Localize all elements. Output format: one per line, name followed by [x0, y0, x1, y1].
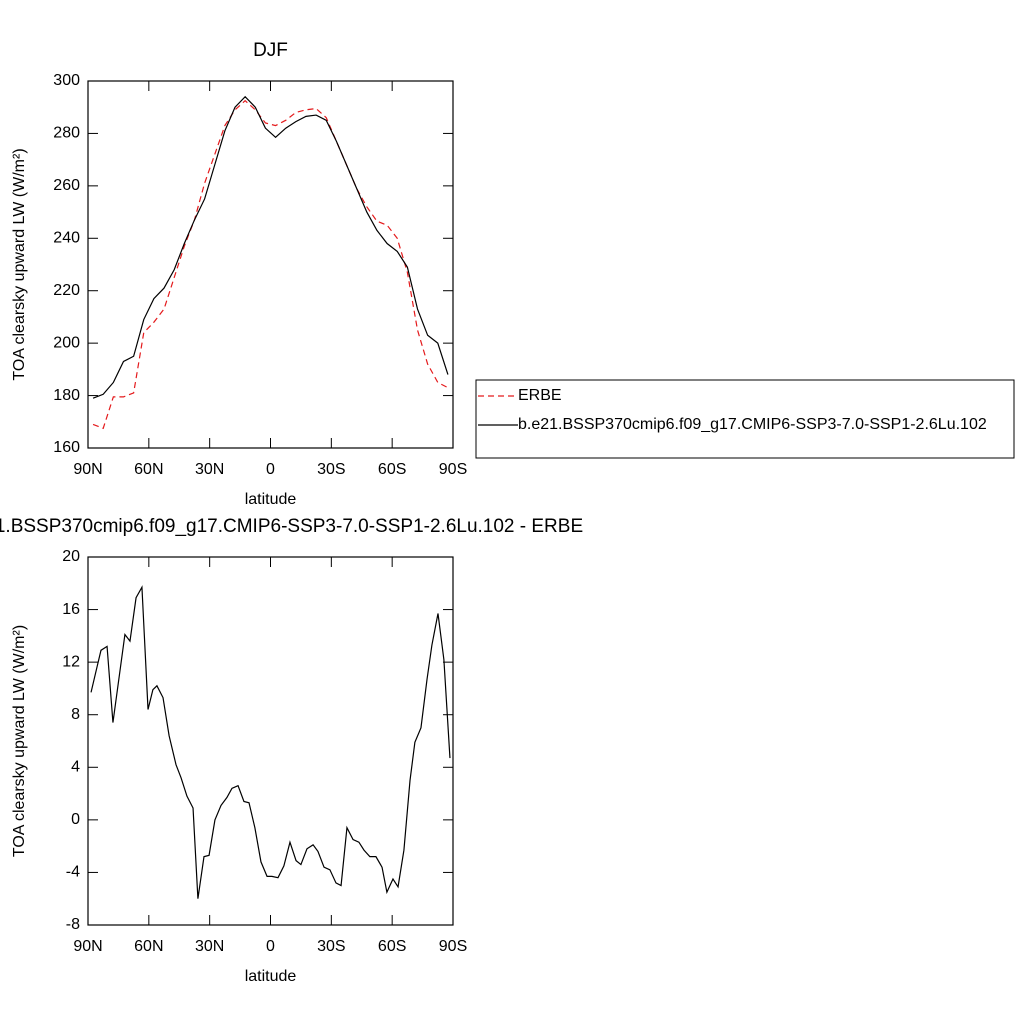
y-tick-label: 300 — [53, 72, 80, 89]
x-tick-label: 60S — [378, 938, 406, 955]
y-tick-label: 16 — [62, 601, 80, 618]
y-tick-label: 12 — [62, 653, 80, 670]
y-tick-label: 280 — [53, 125, 80, 142]
legend-label: ERBE — [518, 387, 562, 404]
x-tick-label: 90N — [73, 938, 102, 955]
y-tick-label: -4 — [66, 864, 80, 881]
legend-label: b.e21.BSSP370cmip6.f09_g17.CMIP6-SSP3-7.… — [518, 416, 987, 433]
y-tick-label: -8 — [66, 916, 80, 933]
y-tick-label: 4 — [71, 759, 80, 776]
y-tick-label: 8 — [71, 706, 80, 723]
y-tick-label: 260 — [53, 177, 80, 194]
x-tick-label: 30S — [317, 461, 345, 478]
y-tick-label: 200 — [53, 334, 80, 351]
x-tick-label: 0 — [266, 938, 275, 955]
x-tick-label: 60N — [134, 461, 163, 478]
y-tick-label: 220 — [53, 282, 80, 299]
y-tick-label: 180 — [53, 387, 80, 404]
x-axis-label: latitude — [245, 491, 297, 508]
x-tick-label: 30S — [317, 938, 345, 955]
y-tick-label: 0 — [71, 811, 80, 828]
data-line — [92, 99, 449, 430]
x-tick-label: 90S — [439, 938, 467, 955]
plot-frame — [87, 80, 454, 449]
data-line — [90, 585, 451, 899]
plot-frame — [87, 556, 454, 926]
y-tick-label: 20 — [62, 548, 80, 565]
data-line — [92, 95, 449, 399]
legend-box — [475, 379, 1015, 459]
x-tick-label: 0 — [266, 461, 275, 478]
x-tick-label: 60N — [134, 938, 163, 955]
x-tick-label: 60S — [378, 461, 406, 478]
x-tick-label: 30N — [195, 461, 224, 478]
x-tick-label: 90N — [73, 461, 102, 478]
x-tick-label: 90S — [439, 461, 467, 478]
x-axis-label: latitude — [245, 968, 297, 985]
y-tick-label: 240 — [53, 230, 80, 247]
chart-title: DJF — [253, 40, 288, 61]
y-axis-label: TOA clearsky upward LW (W/m²) — [11, 625, 28, 857]
x-tick-label: 30N — [195, 938, 224, 955]
y-axis-label: TOA clearsky upward LW (W/m²) — [11, 148, 28, 380]
chart-title: b.e21.BSSP370cmip6.f09_g17.CMIP6-SSP3-7.… — [0, 516, 583, 537]
y-tick-label: 160 — [53, 439, 80, 456]
